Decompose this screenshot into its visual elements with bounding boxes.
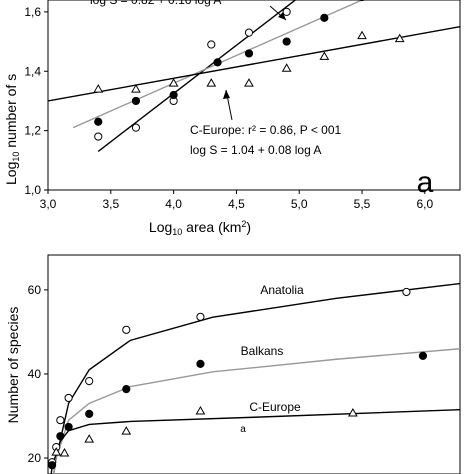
- annotation: log S = 0.82 + 0.16 log A: [90, 0, 221, 7]
- point: [93, 84, 104, 93]
- y-tick-label: 1,4: [24, 64, 41, 78]
- point: [402, 287, 411, 297]
- plot-frame: [47, 254, 461, 474]
- point: [320, 13, 329, 22]
- x-tick-label: 3,0: [40, 197, 57, 211]
- point: [196, 359, 205, 368]
- annotation: Balkans: [241, 344, 284, 358]
- point: [195, 405, 206, 415]
- point: [56, 416, 65, 425]
- point: [394, 33, 405, 43]
- plot-content: [48, 0, 460, 152]
- point: [359, 0, 365, 2]
- point: [85, 409, 94, 418]
- y-tick-label: 20: [28, 451, 42, 465]
- arrow-head: [278, 12, 286, 20]
- fit-line: [50, 408, 460, 474]
- point: [169, 90, 178, 100]
- point: [122, 325, 131, 334]
- point: [244, 28, 254, 37]
- x-tick-label: 3,5: [102, 197, 119, 211]
- annotation: log S = 1.04 + 0.08 log A: [190, 143, 321, 157]
- annotation: Anatolia: [260, 283, 304, 297]
- x-tick-label: 4,5: [228, 197, 245, 211]
- y-tick-label: 60: [28, 283, 42, 297]
- y-axis-label-part: Log: [3, 162, 19, 185]
- x-axis-label-part: Log: [149, 219, 172, 235]
- plot-frame: [47, 0, 461, 191]
- point: [244, 49, 254, 58]
- x-tick-label: 5,5: [354, 197, 371, 211]
- point: [51, 447, 62, 456]
- x-tick-label: 5,0: [291, 197, 308, 211]
- annotation: C-Europe: r² = 0.86, P < 001: [190, 123, 342, 137]
- point: [244, 78, 254, 87]
- point: [84, 434, 95, 443]
- point: [207, 40, 216, 49]
- plot-content: [48, 282, 460, 474]
- x-axis-label-part: 2: [241, 219, 246, 229]
- point: [213, 58, 222, 67]
- y-tick-label: 1,0: [24, 183, 41, 197]
- y-axis-label-part: 10: [11, 152, 21, 162]
- x-axis-label-part: 10: [172, 227, 182, 237]
- x-axis-label: Log10 area (km2): [149, 219, 251, 237]
- point: [282, 7, 291, 16]
- point: [56, 432, 65, 441]
- point: [282, 37, 291, 46]
- y-axis-label-part: number of s: [3, 74, 19, 152]
- point: [168, 78, 179, 87]
- point: [319, 51, 330, 60]
- point: [64, 393, 73, 403]
- x-axis-label-part: ): [246, 219, 251, 235]
- point: [94, 117, 103, 126]
- y-tick-label: 1,6: [24, 5, 41, 19]
- y-axis-label-part: Number of species: [5, 307, 21, 424]
- point: [85, 377, 94, 386]
- point: [48, 461, 57, 470]
- fit-line: [52, 282, 460, 474]
- point: [64, 422, 73, 432]
- point: [348, 408, 358, 417]
- point: [131, 84, 141, 93]
- y-tick-label: 1,2: [24, 124, 41, 138]
- point: [121, 426, 132, 435]
- annotation: a: [240, 424, 246, 435]
- x-axis-label-part: area (km: [182, 219, 241, 235]
- point: [131, 123, 141, 132]
- x-tick-label: 6,0: [416, 197, 433, 211]
- y-axis-label: Number of species: [5, 307, 21, 424]
- point: [418, 351, 428, 360]
- point: [59, 447, 70, 457]
- y-tick-label: 40: [28, 367, 42, 381]
- annotation: C-Europe: [249, 400, 301, 414]
- y-axis-label: Log10 number of s: [3, 74, 21, 185]
- fit-line: [48, 26, 460, 102]
- point: [196, 312, 205, 321]
- annotation: a: [417, 166, 434, 199]
- x-tick-label: 4,0: [165, 197, 182, 211]
- point: [94, 132, 103, 141]
- point: [281, 63, 292, 72]
- arrow-head: [223, 90, 230, 99]
- point: [357, 30, 367, 40]
- point: [122, 384, 131, 394]
- point: [206, 78, 217, 87]
- point: [131, 96, 141, 106]
